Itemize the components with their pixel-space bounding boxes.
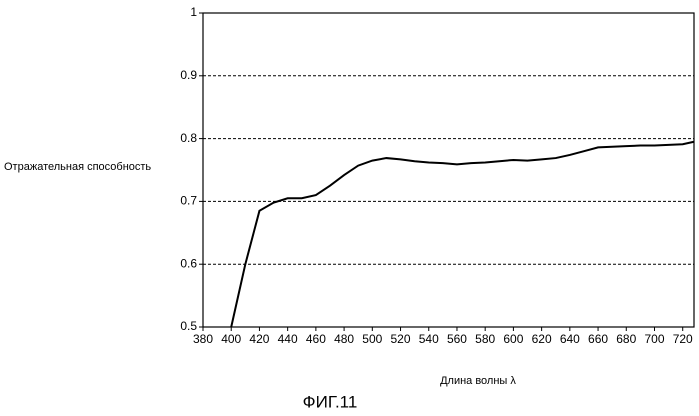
x-tick-label: 700 [644, 332, 664, 346]
y-tick-label: 0.6 [180, 256, 197, 270]
x-tick-label: 620 [532, 332, 552, 346]
y-tick-label: 0.7 [180, 194, 197, 208]
x-tick-label: 380 [193, 332, 213, 346]
y-tick-label: 0.9 [180, 68, 197, 82]
x-tick-label: 440 [278, 332, 298, 346]
x-axis-label: Длина волны λ [440, 375, 516, 387]
x-tick-label: 540 [419, 332, 439, 346]
x-tick-label: 400 [221, 332, 241, 346]
x-tick-label: 460 [306, 332, 326, 346]
chart: Отражательная способность Длина волны λ … [0, 0, 699, 416]
y-tick-label: 1 [190, 5, 197, 19]
x-tick-label: 660 [588, 332, 608, 346]
x-tick-label: 520 [391, 332, 411, 346]
x-tick-label: 600 [503, 332, 523, 346]
x-tick-label: 640 [560, 332, 580, 346]
data-line [231, 142, 694, 327]
x-tick-label: 580 [475, 332, 495, 346]
figure-caption: ФИГ.11 [303, 392, 358, 411]
y-tick-label: 0.8 [180, 131, 197, 145]
x-tick-label: 720 [673, 332, 693, 346]
y-axis-label: Отражательная способность [4, 161, 151, 173]
x-tick-label: 480 [334, 332, 354, 346]
x-tick-label: 680 [616, 332, 636, 346]
x-tick-label: 500 [362, 332, 382, 346]
x-tick-label: 560 [447, 332, 467, 346]
y-tick-label: 0.5 [180, 319, 197, 333]
x-tick-label: 420 [249, 332, 269, 346]
plot-frame [203, 13, 694, 327]
